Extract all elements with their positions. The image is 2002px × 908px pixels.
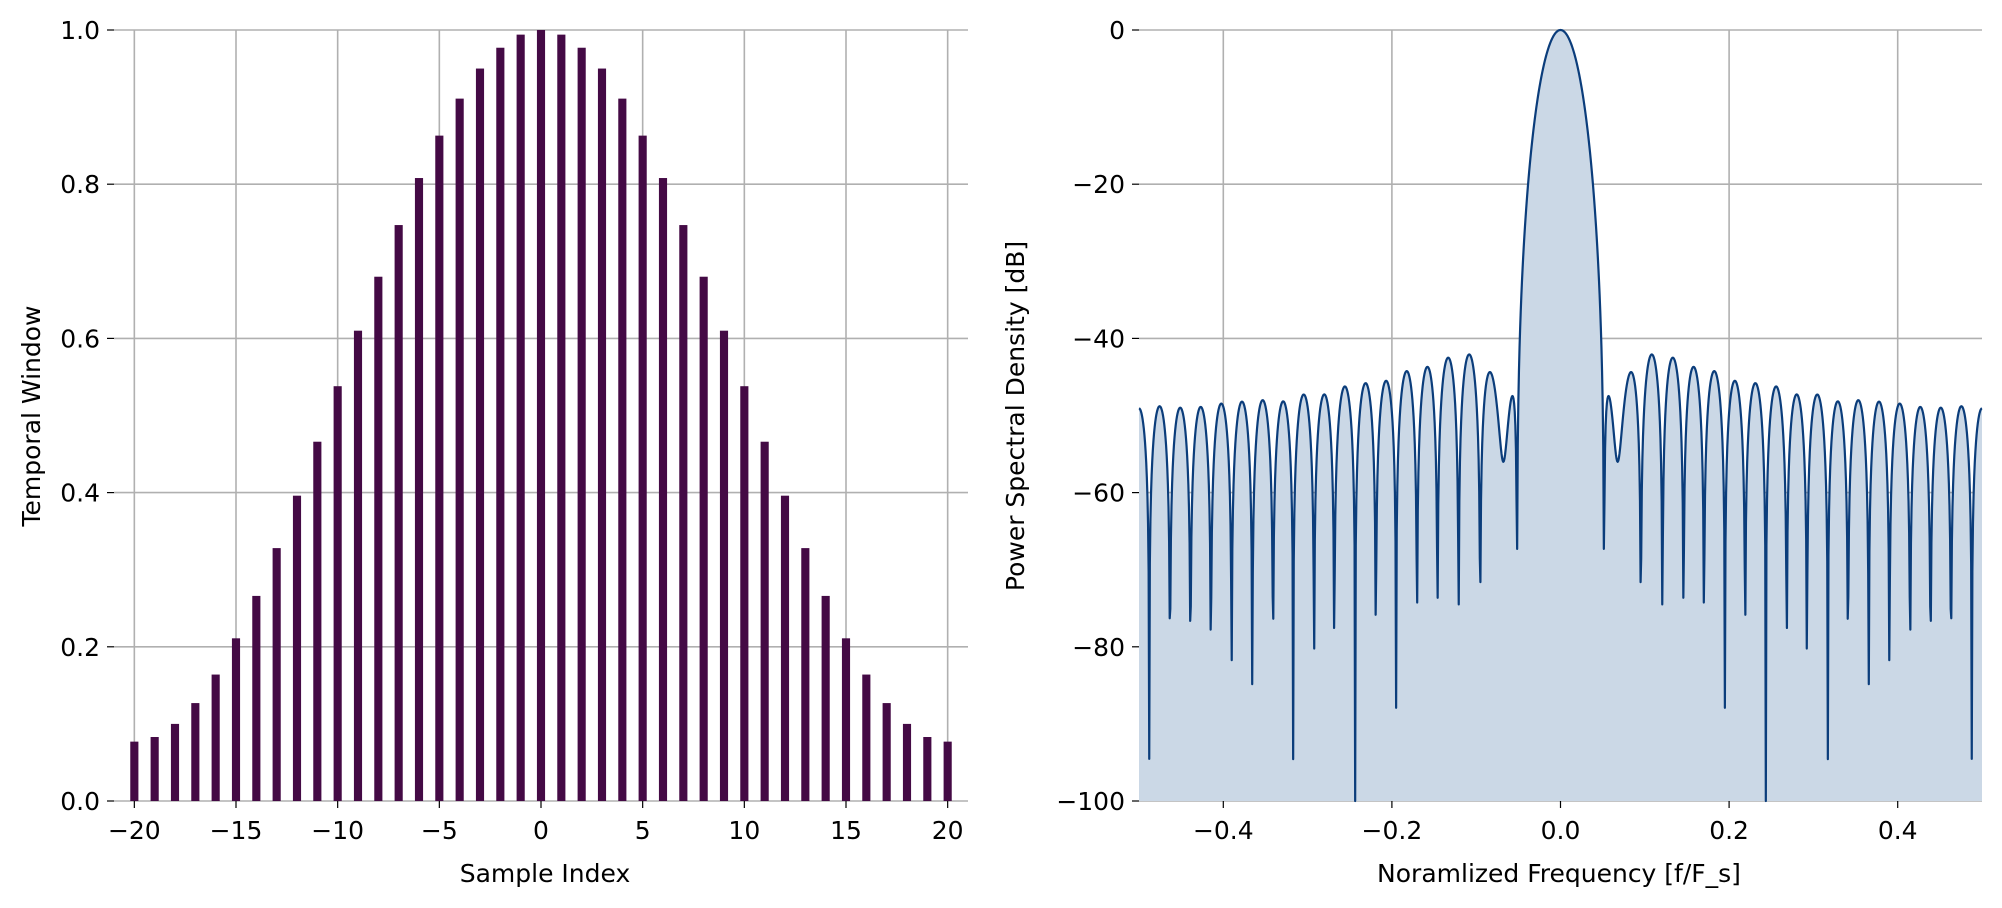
right-y-tick-label: 0 bbox=[1109, 16, 1125, 45]
right-y-ticks: −100 −80 −60 −40 −20 0 bbox=[1056, 16, 1139, 816]
left-y-ticks: 0.0 0.2 0.4 0.6 0.8 1.0 bbox=[60, 16, 114, 816]
left-x-tick-label: 5 bbox=[635, 816, 651, 845]
window-bar bbox=[211, 674, 220, 801]
window-bar bbox=[862, 674, 871, 801]
window-bar bbox=[272, 548, 281, 801]
left-x-tick-label: −10 bbox=[311, 816, 364, 845]
left-x-tick-label: 10 bbox=[728, 816, 760, 845]
window-bar bbox=[374, 276, 383, 802]
left-x-tick-label: −20 bbox=[108, 816, 161, 845]
right-x-ticks: −0.4 −0.2 0.0 0.2 0.4 bbox=[1193, 801, 1918, 845]
left-x-tick-label: −15 bbox=[210, 816, 263, 845]
left-y-tick-label: 1.0 bbox=[60, 16, 100, 45]
psd-area-fill bbox=[1139, 30, 1982, 801]
left-y-tick-label: 0.4 bbox=[60, 479, 100, 508]
window-bar bbox=[292, 495, 302, 801]
window-bar bbox=[313, 441, 322, 801]
right-x-tick-label: 0.4 bbox=[1878, 816, 1918, 845]
window-bar bbox=[658, 178, 668, 802]
right-x-tick-label: 0.2 bbox=[1709, 816, 1749, 845]
window-bar bbox=[516, 34, 525, 802]
window-bar bbox=[252, 595, 261, 801]
psd-chart: −0.4 −0.2 0.0 0.2 0.4 −100 −80 −60 −40 −20 0 Nora… bbox=[1001, 16, 1983, 888]
right-y-axis-label: Power Spectral Density [dB] bbox=[1001, 241, 1030, 591]
window-bar bbox=[943, 741, 952, 801]
window-bar bbox=[923, 737, 932, 801]
window-bar bbox=[333, 386, 342, 801]
window-bar bbox=[435, 135, 444, 801]
window-bar bbox=[679, 225, 688, 802]
left-y-tick-label: 0.2 bbox=[60, 633, 100, 662]
window-bar bbox=[618, 98, 627, 801]
window-bars bbox=[130, 30, 952, 802]
window-bar bbox=[882, 703, 891, 801]
window-bar bbox=[780, 495, 790, 801]
left-x-tick-label: 15 bbox=[830, 816, 862, 845]
window-bar bbox=[150, 737, 159, 801]
window-bar bbox=[638, 135, 647, 801]
left-y-tick-label: 0.6 bbox=[60, 324, 100, 353]
right-y-tick-label: −60 bbox=[1072, 479, 1125, 508]
window-bar bbox=[740, 386, 749, 801]
right-x-tick-label: −0.2 bbox=[1362, 816, 1423, 845]
window-bar bbox=[821, 595, 830, 801]
window-bar bbox=[719, 330, 729, 801]
right-y-tick-label: −80 bbox=[1072, 633, 1125, 662]
window-bar bbox=[699, 276, 708, 802]
window-bar bbox=[760, 441, 769, 801]
window-bar bbox=[414, 178, 424, 802]
psd-line bbox=[1138, 28, 1983, 803]
left-x-axis-label: Sample Index bbox=[460, 859, 631, 888]
window-bar bbox=[557, 34, 566, 802]
window-bar bbox=[496, 47, 505, 801]
window-bar bbox=[475, 68, 485, 802]
temporal-window-chart: −20 −15 −10 −5 0 5 10 15 20 0.0 0.2 0.4 0.6 0.8 1.0 S… bbox=[17, 16, 968, 888]
window-bar bbox=[455, 98, 464, 801]
window-bar bbox=[902, 723, 912, 801]
window-bar bbox=[841, 638, 851, 801]
right-x-axis-label: Noramlized Frequency [f/F_s] bbox=[1377, 859, 1741, 888]
left-x-tick-label: 20 bbox=[932, 816, 964, 845]
window-bar bbox=[394, 225, 403, 802]
left-x-tick-label: −5 bbox=[421, 816, 458, 845]
window-bar bbox=[191, 703, 200, 801]
left-x-tick-label: 0 bbox=[533, 816, 549, 845]
window-bar bbox=[353, 330, 363, 801]
window-bar bbox=[597, 68, 607, 802]
window-bar bbox=[801, 548, 810, 801]
window-bar bbox=[577, 47, 586, 801]
left-y-tick-label: 0.8 bbox=[60, 170, 100, 199]
right-y-tick-label: −100 bbox=[1056, 787, 1125, 816]
right-x-tick-label: −0.4 bbox=[1193, 816, 1254, 845]
right-y-tick-label: −40 bbox=[1072, 324, 1125, 353]
window-bar bbox=[231, 638, 241, 801]
right-x-tick-label: 0.0 bbox=[1541, 816, 1581, 845]
right-y-tick-label: −20 bbox=[1072, 170, 1125, 199]
left-y-tick-label: 0.0 bbox=[60, 787, 100, 816]
window-bar bbox=[536, 30, 546, 801]
window-bar bbox=[170, 723, 180, 801]
left-y-axis-label: Temporal Window bbox=[17, 306, 46, 528]
left-x-ticks: −20 −15 −10 −5 0 5 10 15 20 bbox=[108, 801, 964, 845]
window-bar bbox=[130, 741, 139, 801]
